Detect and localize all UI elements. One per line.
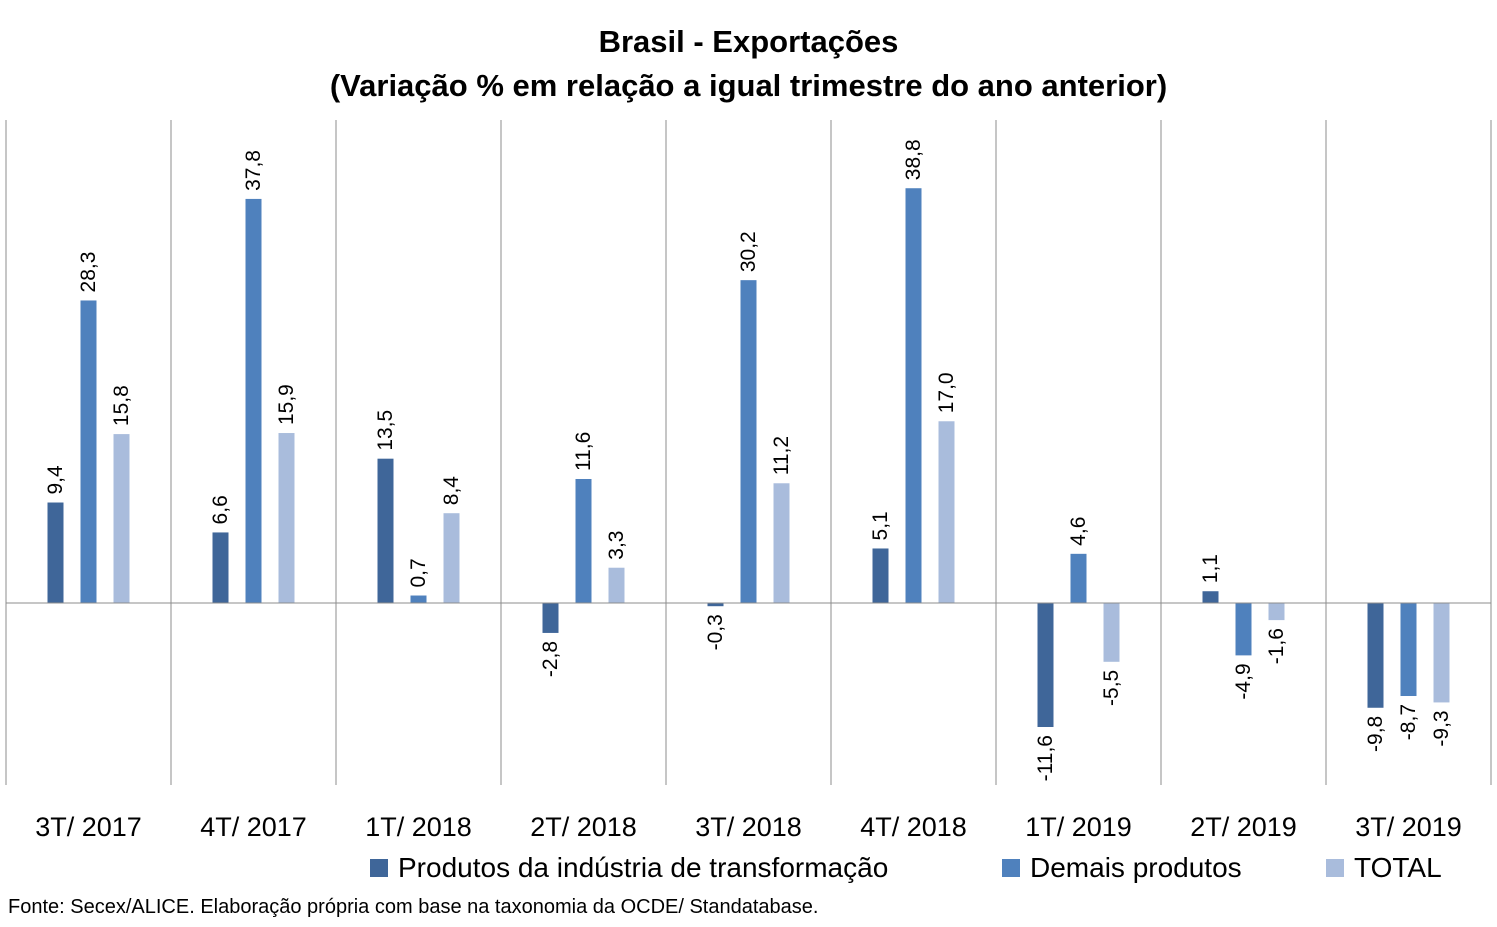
bar xyxy=(47,502,64,603)
bar xyxy=(872,548,889,603)
bar xyxy=(443,513,460,603)
legend-item-demais: Demais produtos xyxy=(1002,852,1242,884)
data-label: -4,9 xyxy=(1232,663,1255,699)
bar xyxy=(1202,591,1219,603)
legend-item-produtos: Produtos da indústria de transformação xyxy=(370,852,888,884)
bar xyxy=(575,478,592,603)
x-tick-label: 4T/ 2017 xyxy=(200,812,307,842)
data-label: -0,3 xyxy=(704,614,727,650)
data-label: 1,1 xyxy=(1199,554,1222,583)
data-label: 37,8 xyxy=(242,150,265,191)
x-tick-label: 2T/ 2018 xyxy=(530,812,637,842)
data-label: 38,8 xyxy=(902,139,925,180)
bar xyxy=(542,603,559,633)
bar xyxy=(410,595,427,603)
bar xyxy=(113,434,130,603)
bar xyxy=(1367,603,1384,708)
data-label: -9,8 xyxy=(1364,716,1387,752)
data-label: 17,0 xyxy=(935,372,958,413)
bar xyxy=(1037,603,1054,728)
bar xyxy=(80,300,97,603)
bar xyxy=(773,483,790,603)
x-tick-label: 4T/ 2018 xyxy=(860,812,967,842)
bar xyxy=(278,433,295,603)
data-label: -11,6 xyxy=(1034,735,1057,781)
bar xyxy=(1235,603,1252,656)
legend-label-demais: Demais produtos xyxy=(1030,852,1242,883)
source-note: Fonte: Secex/ALICE. Elaboração própria c… xyxy=(8,896,819,918)
data-label: 6,6 xyxy=(209,495,232,524)
data-label: 0,7 xyxy=(407,558,430,587)
data-label: -9,3 xyxy=(1430,710,1453,746)
bar xyxy=(1268,603,1285,621)
data-label: 28,3 xyxy=(77,252,100,293)
bar xyxy=(1103,603,1120,662)
x-tick-label: 3T/ 2018 xyxy=(695,812,802,842)
x-tick-label: 3T/ 2019 xyxy=(1355,812,1462,842)
data-label: 15,9 xyxy=(275,384,298,425)
bar xyxy=(1433,603,1450,703)
x-tick-label: 1T/ 2018 xyxy=(365,812,472,842)
x-tick-label: 1T/ 2019 xyxy=(1025,812,1132,842)
legend-swatch-produtos xyxy=(370,859,388,877)
data-label: -5,5 xyxy=(1100,670,1123,706)
legend-swatch-demais xyxy=(1002,859,1020,877)
legend-label-total: TOTAL xyxy=(1354,852,1442,883)
bar xyxy=(1400,603,1417,697)
legend-label-produtos: Produtos da indústria de transformação xyxy=(398,852,889,883)
x-tick-label: 2T/ 2019 xyxy=(1190,812,1297,842)
data-label: 11,6 xyxy=(572,432,595,471)
bar xyxy=(608,567,625,603)
data-label: -2,8 xyxy=(539,641,562,677)
bar xyxy=(1070,553,1087,603)
data-label: 3,3 xyxy=(605,531,628,560)
x-tick-label: 3T/ 2017 xyxy=(35,812,142,842)
legend-item-total: TOTAL xyxy=(1326,852,1442,884)
data-label: 8,4 xyxy=(440,476,463,506)
bar xyxy=(707,603,724,607)
legend-swatch-total xyxy=(1326,859,1344,877)
data-label: 15,8 xyxy=(110,385,133,426)
data-label: 5,1 xyxy=(869,511,892,540)
bar xyxy=(905,188,922,603)
data-label: 11,2 xyxy=(770,436,793,475)
data-label: -1,6 xyxy=(1265,628,1288,664)
data-label: 9,4 xyxy=(44,465,67,495)
chart-title: Brasil - Exportações xyxy=(598,24,899,59)
chart-subtitle: (Variação % em relação a igual trimestre… xyxy=(329,68,1168,103)
bar xyxy=(938,421,955,603)
bar xyxy=(377,458,394,603)
data-label: 13,5 xyxy=(374,410,397,451)
data-label: -8,7 xyxy=(1397,704,1420,740)
bar xyxy=(245,198,262,603)
bar xyxy=(740,280,757,603)
bar xyxy=(212,532,229,603)
data-label: 4,6 xyxy=(1067,517,1090,546)
legend: Produtos da indústria de transformação D… xyxy=(0,852,1497,892)
data-label: 30,2 xyxy=(737,231,760,272)
